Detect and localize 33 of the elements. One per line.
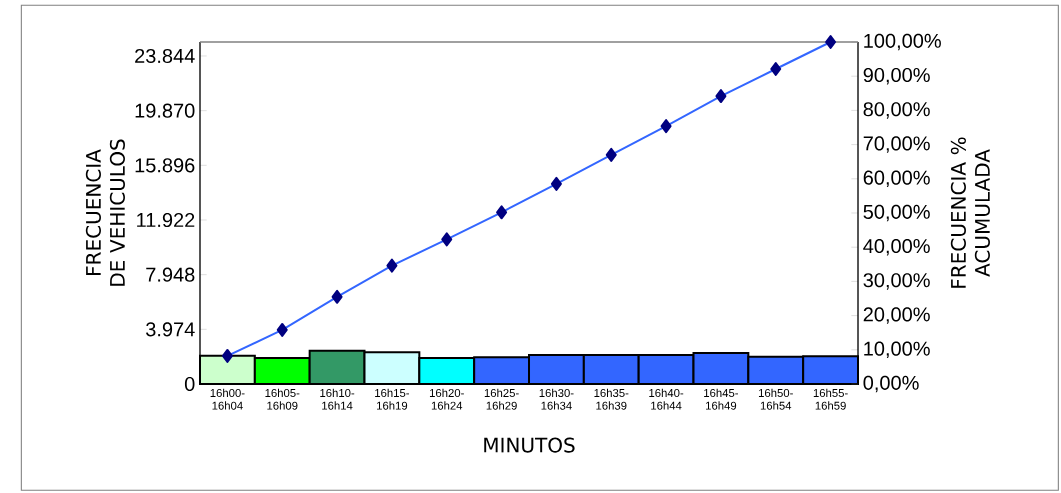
x-tick-label: 16h00-16h04 — [210, 388, 245, 410]
y2-tick-label: 80,00% — [863, 102, 930, 119]
x-tick-label: 16h40-16h44 — [649, 388, 684, 410]
y-tick-label: 7.948 — [146, 267, 195, 282]
y-tick-label: 19.870 — [135, 103, 195, 118]
x-tick-label: 16h50-16h54 — [758, 388, 793, 410]
x-tick-label: 16h30-16h34 — [539, 388, 574, 410]
x-tick-label: 16h10-16h14 — [320, 388, 355, 410]
y2-tick-label: 90,00% — [863, 67, 930, 85]
y2-axis-title: FRECUENCIA % ACUMULADA — [950, 137, 990, 288]
x-tick-label: 16h25-16h29 — [484, 388, 519, 410]
y2-tick-label: 60,00% — [863, 170, 930, 188]
x-tick-label: 16h20-16h24 — [429, 388, 464, 410]
x-tick-label: 16h05-16h09 — [265, 388, 300, 410]
x-tick-label: 16h45-16h49 — [704, 388, 739, 410]
x-axis-title: MINUTOS — [484, 437, 575, 453]
y2-tick-label: 30,00% — [863, 273, 930, 290]
y2-tick-label: 0,00% — [863, 375, 919, 393]
y2-tick-label: 10,00% — [864, 341, 930, 359]
y-tick-label: 11.922 — [137, 212, 195, 228]
y-tick-label: 0 — [184, 376, 195, 392]
y-tick-label: 23.844 — [135, 48, 195, 64]
y-axis-title: FRECUENCIA DE VEHICULOS — [85, 139, 125, 286]
y2-tick-label: 40,00% — [863, 238, 930, 256]
x-tick-label: 16h15-16h19 — [375, 388, 410, 410]
y2-tick-label: 100,00% — [864, 33, 941, 51]
y2-tick-label: 70,00% — [863, 136, 930, 153]
y2-tick-label: 50,00% — [863, 204, 930, 222]
y-tick-label: 3.974 — [145, 322, 195, 337]
y2-tick-label: 20,00% — [863, 307, 930, 324]
y-tick-label: 15.896 — [135, 158, 195, 173]
x-tick-label: 16h35-16h39 — [594, 388, 629, 410]
x-tick-label: 16h55-16h59 — [813, 388, 848, 410]
